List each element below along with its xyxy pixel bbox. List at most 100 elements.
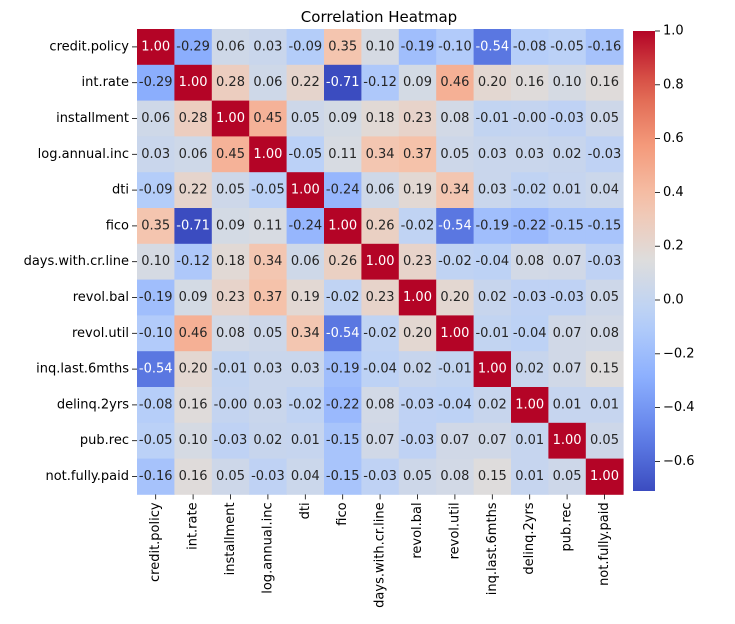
cell-value-label: -0.54 bbox=[475, 39, 509, 54]
cell-value-label: 0.02 bbox=[553, 147, 582, 162]
heatmap-cell bbox=[511, 422, 549, 459]
heatmap-cell bbox=[436, 351, 474, 388]
heatmap-cell bbox=[585, 208, 624, 245]
heatmap-cell bbox=[286, 351, 325, 388]
heatmap-cell bbox=[249, 279, 287, 316]
colorbar-tick-label: 0.8 bbox=[663, 77, 684, 92]
heatmap-cell bbox=[398, 279, 437, 316]
cell-value-label: 0.10 bbox=[553, 75, 582, 90]
heatmap-cell bbox=[211, 279, 250, 316]
heatmap-cell bbox=[473, 422, 512, 459]
x-tick-label: delinq.2yrs bbox=[522, 502, 537, 574]
heatmap-cell bbox=[361, 351, 400, 388]
cell-value-label: -0.04 bbox=[363, 362, 397, 377]
heatmap-cell bbox=[137, 208, 175, 245]
cell-value-label: 0.05 bbox=[590, 433, 619, 448]
heatmap-cell bbox=[324, 208, 362, 245]
y-tick-label: credit.policy bbox=[49, 39, 129, 54]
heatmap-cell bbox=[286, 208, 325, 245]
heatmap-cell bbox=[585, 315, 624, 352]
heatmap-cell bbox=[548, 100, 587, 137]
heatmap-cell bbox=[585, 136, 624, 173]
cell-value-label: 0.45 bbox=[253, 111, 282, 126]
cell-value-label: 0.45 bbox=[216, 147, 245, 162]
heatmap-cell bbox=[548, 458, 587, 495]
cell-value-label: 0.10 bbox=[179, 433, 208, 448]
heatmap-cell bbox=[249, 422, 287, 459]
heatmap-cell bbox=[398, 315, 437, 352]
y-tick-label: delinq.2yrs bbox=[57, 397, 129, 412]
heatmap-cell bbox=[548, 208, 587, 245]
cell-value-label: -0.19 bbox=[139, 290, 173, 305]
cell-value-label: -0.03 bbox=[588, 254, 622, 269]
cell-value-label: 0.16 bbox=[179, 469, 208, 484]
y-tick-label: inq.last.6mths bbox=[36, 362, 129, 377]
colorbar-tick-label: −0.4 bbox=[663, 400, 695, 415]
cell-value-label: -0.04 bbox=[438, 397, 472, 412]
cell-value-label: 0.05 bbox=[216, 183, 245, 198]
cell-value-label: 0.04 bbox=[291, 469, 320, 484]
heatmap-cell bbox=[436, 136, 474, 173]
heatmap-cell bbox=[137, 387, 175, 424]
colorbar-tick-label: 0.6 bbox=[663, 131, 684, 146]
heatmap-cell bbox=[286, 315, 325, 352]
cell-value-label: -0.22 bbox=[326, 397, 360, 412]
cell-value-label: 0.03 bbox=[291, 362, 320, 377]
cell-value-label: 0.01 bbox=[553, 397, 582, 412]
heatmap-cell bbox=[249, 100, 287, 137]
y-tick-label: int.rate bbox=[82, 75, 130, 90]
heatmap-cell bbox=[361, 458, 400, 495]
y-tick-label: revol.util bbox=[72, 326, 129, 341]
heatmap-cell bbox=[511, 351, 549, 388]
heatmap-cell bbox=[473, 208, 512, 245]
cell-value-label: 0.05 bbox=[291, 111, 320, 126]
cell-value-label: 0.23 bbox=[366, 290, 395, 305]
heatmap-cell bbox=[511, 136, 549, 173]
heatmap-cell bbox=[286, 64, 325, 101]
heatmap-cell bbox=[286, 387, 325, 424]
heatmap-cell bbox=[511, 64, 549, 101]
heatmap-cell bbox=[585, 351, 624, 388]
x-tick-label: log.annual.inc bbox=[260, 502, 275, 593]
cell-value-label: -0.15 bbox=[326, 469, 360, 484]
heatmap-cell bbox=[398, 64, 437, 101]
cell-value-label: -0.16 bbox=[139, 469, 173, 484]
colorbar-tick-label: 1.0 bbox=[663, 24, 684, 39]
cell-value-label: 0.34 bbox=[291, 326, 320, 341]
cell-value-label: 1.00 bbox=[216, 111, 245, 126]
cell-value-label: -0.71 bbox=[326, 75, 360, 90]
cell-value-label: -0.03 bbox=[401, 433, 435, 448]
cell-value-label: 0.28 bbox=[179, 111, 208, 126]
heatmap-cell bbox=[511, 100, 549, 137]
heatmap-cell bbox=[174, 243, 213, 280]
heatmap-cell bbox=[249, 136, 287, 173]
cell-value-label: 0.05 bbox=[440, 147, 469, 162]
cell-value-label: 0.16 bbox=[179, 397, 208, 412]
y-tick-label: pub.rec bbox=[80, 433, 129, 448]
cell-value-label: -0.00 bbox=[513, 111, 547, 126]
x-tick-label: revol.bal bbox=[410, 502, 425, 558]
heatmap-cell bbox=[361, 315, 400, 352]
cell-value-label: -0.04 bbox=[475, 254, 509, 269]
heatmap-cell bbox=[211, 458, 250, 495]
heatmap-cell bbox=[436, 100, 474, 137]
cell-value-label: -0.08 bbox=[513, 39, 547, 54]
heatmap-cell bbox=[361, 387, 400, 424]
cell-value-label: 0.03 bbox=[141, 147, 170, 162]
heatmap-cell bbox=[511, 29, 549, 66]
x-tick-label: pub.rec bbox=[560, 502, 575, 551]
y-tick-label: revol.bal bbox=[73, 290, 129, 305]
cell-value-label: 0.35 bbox=[328, 39, 357, 54]
cell-value-label: -0.09 bbox=[288, 39, 322, 54]
heatmap-cell bbox=[361, 64, 400, 101]
cell-value-label: -0.01 bbox=[475, 111, 509, 126]
y-tick-label: log.annual.inc bbox=[38, 147, 129, 162]
cell-value-label: -0.01 bbox=[438, 362, 472, 377]
heatmap-cell bbox=[211, 422, 250, 459]
heatmap-cell bbox=[398, 351, 437, 388]
cell-value-label: 0.37 bbox=[403, 147, 432, 162]
heatmap-cell bbox=[324, 315, 362, 352]
cell-value-label: 0.04 bbox=[590, 183, 619, 198]
cell-value-label: 0.15 bbox=[590, 362, 619, 377]
